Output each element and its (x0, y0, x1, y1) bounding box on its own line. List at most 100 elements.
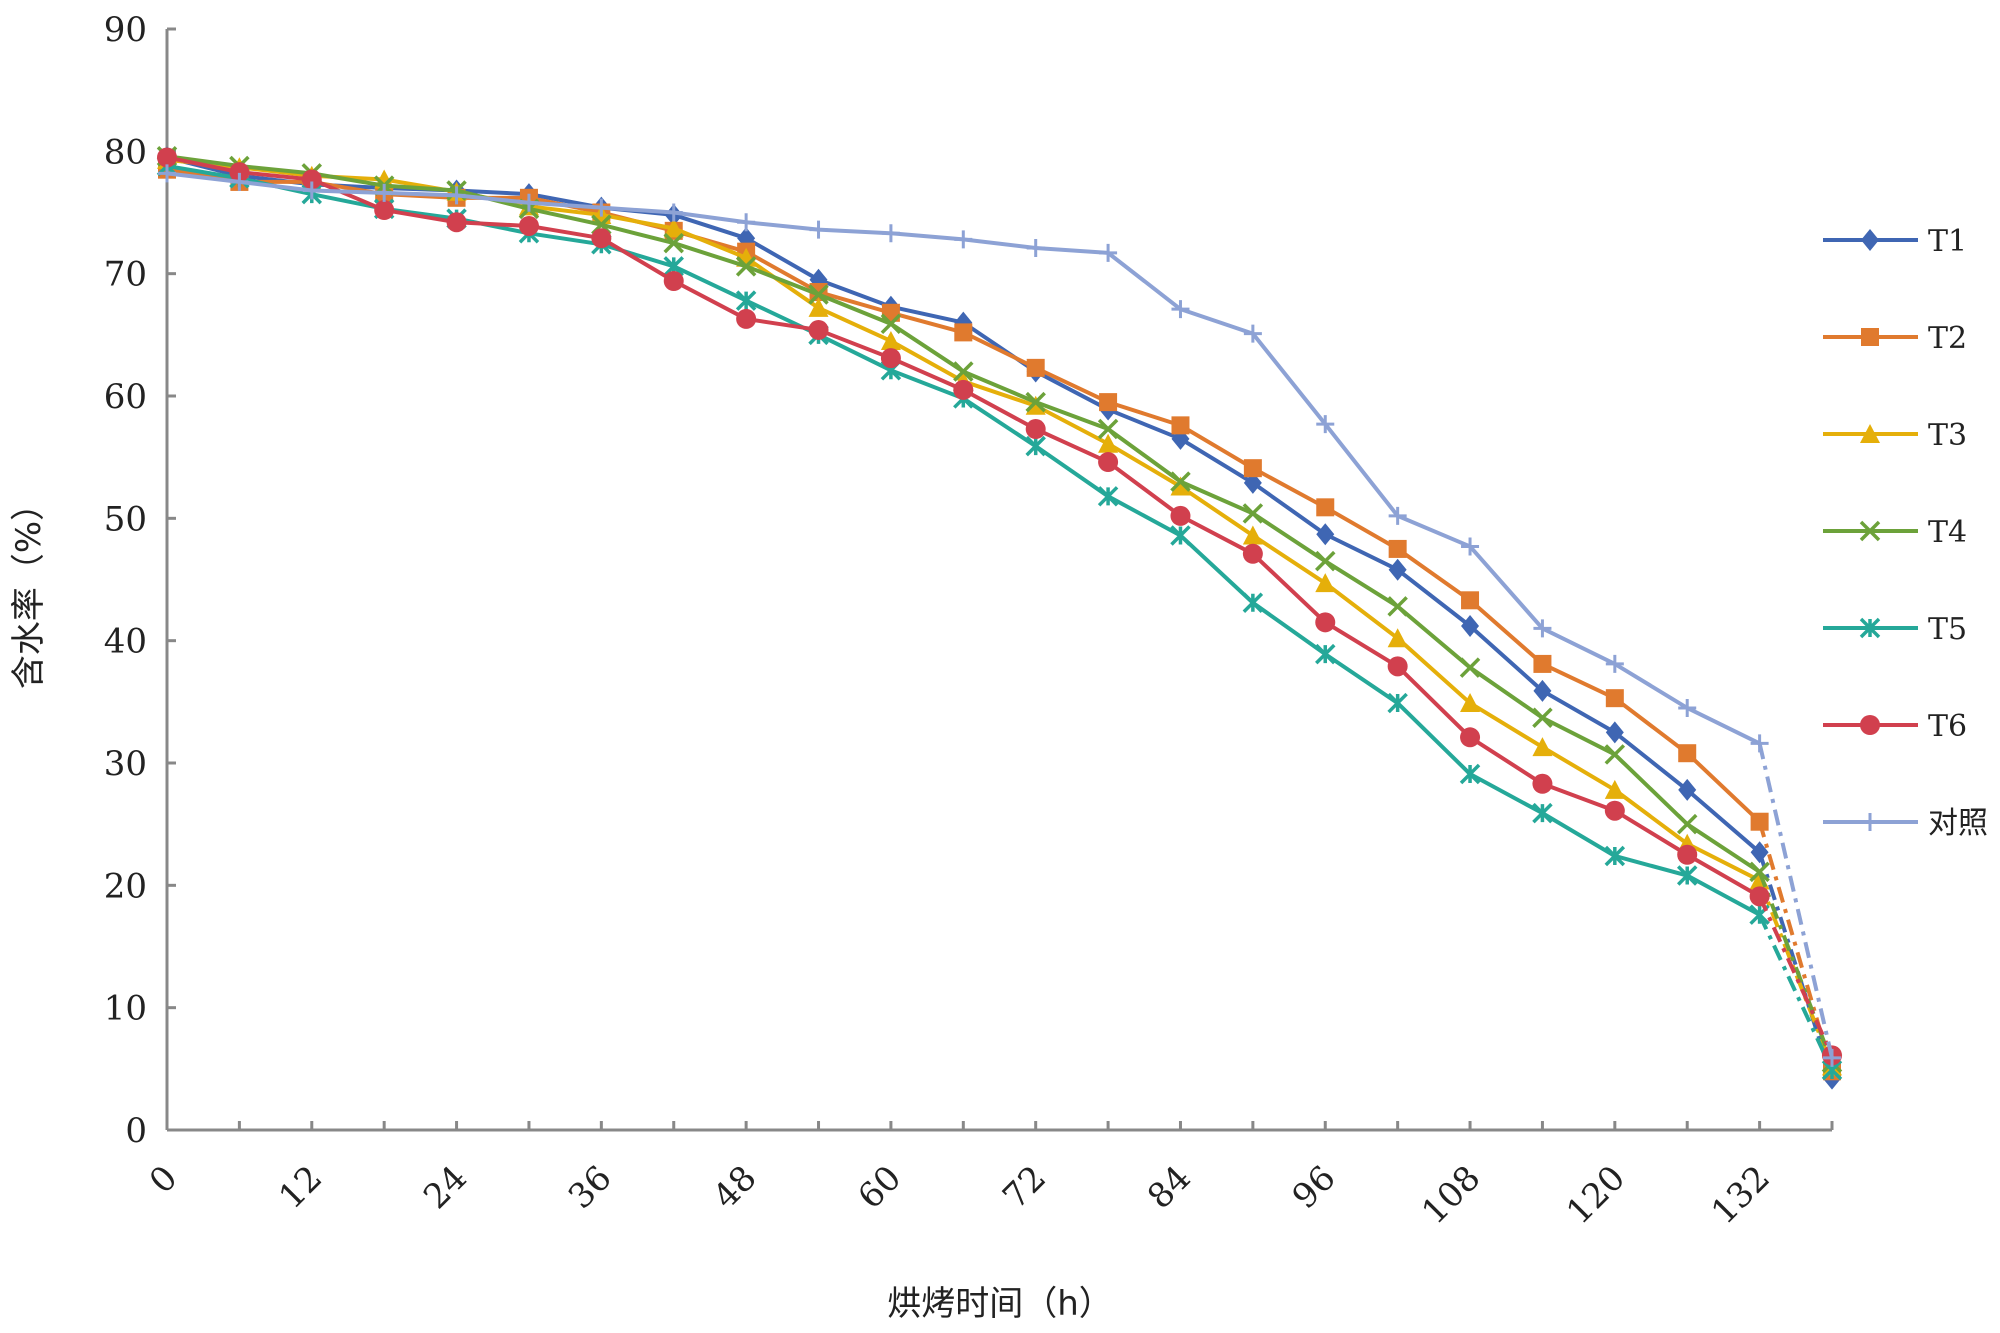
x-tick-label: 132 (1704, 1158, 1778, 1232)
data-point (953, 379, 974, 400)
data-point (447, 186, 466, 205)
series-line (166, 171, 1761, 746)
data-point (1750, 812, 1769, 831)
legend-item-T1: T1 (1823, 224, 1967, 259)
y-tick-label: 20 (104, 866, 147, 906)
data-point (1460, 693, 1481, 713)
data-point (229, 162, 250, 183)
series-T6 (157, 147, 1842, 1066)
data-point (1676, 813, 1698, 835)
data-point (230, 172, 249, 191)
data-point (1243, 324, 1262, 343)
y-tick-label: 60 (104, 377, 147, 417)
data-point (519, 193, 538, 212)
data-point (1243, 459, 1262, 478)
series-line (166, 157, 1761, 883)
data-point (1097, 418, 1119, 440)
data-point (1532, 737, 1553, 757)
data-point (1605, 689, 1624, 708)
series-T3 (157, 149, 1842, 1076)
data-point (1026, 358, 1045, 377)
series-line (166, 154, 1761, 874)
data-point (1242, 543, 1263, 564)
series-line-dashed (1757, 895, 1834, 1057)
legend-marker (1859, 617, 1881, 639)
legend-label: T4 (1928, 515, 1967, 550)
x-axis-label: 烘烤时间（h） (887, 1284, 1113, 1324)
data-point (1171, 416, 1190, 435)
legend-marker (1860, 424, 1880, 443)
data-point (1604, 779, 1625, 799)
data-point (954, 230, 973, 249)
data-point (664, 203, 683, 222)
data-point (1604, 845, 1626, 867)
x-tick-label: 60 (850, 1158, 909, 1217)
data-point (663, 271, 684, 292)
data-point (1461, 537, 1480, 556)
legend-item-T6: T6 (1823, 709, 1967, 744)
data-point (592, 198, 611, 217)
data-point (1243, 471, 1262, 494)
data-point (1315, 612, 1336, 633)
y-tick-label: 50 (104, 499, 147, 539)
data-point (1025, 419, 1046, 440)
y-tick-label: 30 (104, 744, 147, 784)
data-point (1099, 243, 1118, 262)
data-point (1749, 861, 1770, 883)
legend-item-T5: T5 (1823, 612, 1967, 647)
legend-label: T2 (1928, 321, 1967, 356)
data-point (1316, 523, 1335, 546)
data-point (1099, 393, 1118, 412)
data-point (1460, 727, 1481, 748)
data-point (1242, 592, 1264, 613)
data-point (1676, 865, 1698, 886)
y-tick-label: 70 (104, 255, 147, 295)
y-tick-label: 90 (104, 10, 147, 50)
x-tick-label: 48 (706, 1158, 765, 1217)
data-point (1388, 506, 1407, 525)
data-point (880, 313, 902, 335)
data-point (736, 308, 757, 329)
data-point (881, 224, 900, 243)
data-point (1170, 525, 1191, 546)
y-tick-label: 80 (104, 132, 147, 172)
data-point (735, 256, 757, 277)
data-point (1459, 763, 1481, 785)
data-point (1025, 395, 1046, 415)
legend-item-对照: 对照 (1823, 806, 1988, 841)
data-point (1098, 433, 1119, 453)
data-point (1388, 558, 1407, 581)
data-point (1388, 539, 1407, 558)
data-point (1170, 505, 1191, 526)
series-line (166, 155, 1761, 854)
legend-marker (1860, 715, 1880, 735)
series-line-dashed (1757, 742, 1834, 1059)
data-point (808, 319, 829, 340)
x-tick-label: 0 (142, 1158, 186, 1202)
y-tick-label: 10 (104, 989, 147, 1029)
legend: T1 T2 T3 T4 T5 T6 对照 (1823, 224, 1988, 841)
data-point (808, 297, 829, 317)
data-point (880, 330, 901, 350)
data-point (1387, 656, 1408, 677)
data-point (1025, 391, 1046, 413)
legend-marker (1861, 229, 1879, 251)
series-layer (156, 145, 1843, 1090)
data-point (1387, 596, 1408, 617)
data-point (1316, 415, 1335, 434)
series-line-dashed (1757, 851, 1834, 1080)
data-point (1459, 657, 1481, 678)
x-tick-label: 96 (1285, 1158, 1344, 1217)
legend-marker (1859, 520, 1881, 542)
data-point (663, 218, 684, 238)
data-point (1678, 778, 1697, 801)
data-point (301, 169, 322, 190)
data-point (591, 228, 612, 249)
series-line (166, 164, 1761, 917)
data-point (1533, 619, 1552, 638)
series-line (166, 155, 1761, 899)
data-point (1823, 1048, 1841, 1067)
y-tick-label: 0 (125, 1111, 147, 1151)
data-point (1532, 707, 1553, 728)
